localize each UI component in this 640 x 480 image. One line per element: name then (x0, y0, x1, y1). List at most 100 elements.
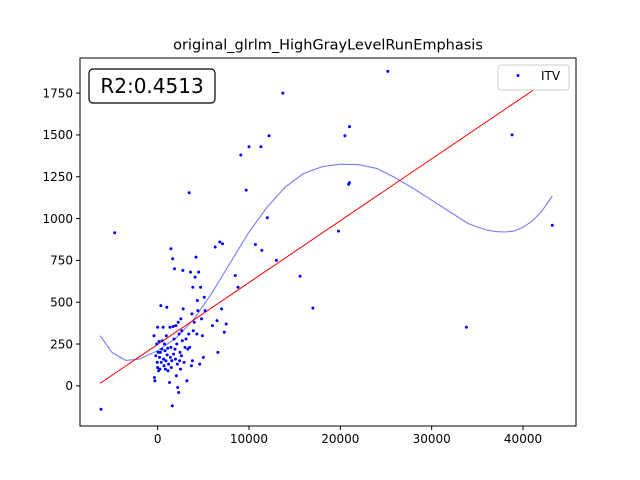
x-tick-label: 40000 (504, 432, 542, 446)
data-point (160, 347, 164, 351)
data-point (213, 245, 217, 249)
x-tick-label: 20000 (321, 432, 359, 446)
y-tick-label: 500 (50, 296, 73, 310)
data-point (239, 153, 243, 157)
data-point (247, 145, 251, 149)
data-point (233, 274, 237, 277)
data-point (162, 357, 166, 361)
y-tick-label: 750 (50, 254, 73, 268)
data-point (113, 231, 117, 235)
data-point (156, 325, 160, 329)
data-point (169, 366, 173, 369)
data-point (169, 247, 173, 251)
legend: ITV (497, 64, 570, 91)
data-point (173, 267, 176, 271)
data-point (174, 357, 177, 361)
r2-annotation-frame (88, 68, 216, 104)
data-point (175, 342, 179, 346)
data-point (177, 332, 181, 336)
data-point (200, 317, 203, 321)
data-point (200, 334, 204, 338)
y-tick-label: 1250 (42, 170, 73, 184)
data-point (221, 242, 224, 246)
plot-area-frame (79, 57, 577, 427)
data-points-layer (99, 69, 554, 411)
data-point (216, 350, 220, 354)
data-point (194, 255, 198, 259)
data-point (171, 325, 175, 328)
data-point (159, 360, 163, 364)
data-point (195, 332, 199, 336)
data-point (170, 404, 174, 408)
data-point (182, 360, 186, 364)
data-point (164, 334, 168, 338)
data-point (153, 379, 157, 383)
data-point (176, 386, 180, 389)
data-point (156, 350, 160, 354)
r2-annotation-text: R2:0.4513 (100, 74, 203, 98)
data-point (181, 307, 185, 311)
data-point (161, 325, 165, 329)
data-point (166, 346, 170, 350)
data-point (163, 367, 167, 371)
y-tick-label: 1500 (42, 128, 73, 142)
data-point (195, 299, 199, 302)
data-point (167, 362, 171, 366)
data-point (179, 367, 182, 371)
data-point (159, 304, 163, 308)
data-point (163, 349, 167, 353)
data-point (260, 248, 264, 252)
data-point (181, 268, 185, 272)
data-point (178, 359, 182, 363)
data-point (199, 285, 203, 289)
data-point (158, 367, 162, 371)
legend-frame (497, 64, 570, 91)
data-point (168, 355, 172, 359)
data-point (166, 369, 170, 373)
data-point (184, 337, 188, 341)
data-point (185, 379, 189, 383)
data-point (168, 381, 171, 384)
data-point (164, 359, 168, 363)
x-tick-label: 30000 (413, 432, 451, 446)
polynomial-curve-layer (99, 163, 553, 361)
data-point (172, 352, 176, 356)
y-tick-label: 250 (50, 337, 73, 351)
data-point (169, 345, 173, 349)
data-point (201, 355, 205, 359)
data-point (174, 324, 178, 328)
data-point (152, 376, 156, 379)
data-point (174, 374, 178, 378)
data-point (163, 342, 166, 346)
data-point (193, 275, 197, 279)
data-point (222, 330, 226, 334)
x-axis: 0 10000 20000 30000 40000 (154, 426, 542, 446)
data-point (259, 145, 263, 149)
data-point (190, 312, 194, 316)
data-point (188, 345, 192, 349)
data-point (337, 229, 340, 233)
data-point (170, 359, 174, 363)
data-point (177, 391, 181, 394)
data-point (180, 339, 184, 343)
chart-title: original_glrlm_HighGrayLevelRunEmphasis (173, 38, 483, 54)
data-point (165, 305, 169, 309)
data-point (176, 320, 180, 324)
data-point (183, 345, 187, 349)
data-point (172, 337, 176, 341)
data-point (253, 243, 257, 246)
data-point (203, 309, 207, 313)
data-point (191, 329, 195, 333)
data-point (165, 353, 169, 357)
data-point (236, 285, 240, 289)
data-point (550, 223, 554, 227)
data-point (348, 125, 351, 129)
data-point (158, 355, 161, 359)
polynomial-curve (99, 163, 553, 361)
x-tick-label: 10000 (230, 432, 268, 446)
data-point (154, 354, 158, 358)
data-point (464, 325, 468, 329)
data-point (192, 320, 196, 324)
data-point (220, 307, 224, 311)
data-point (281, 91, 285, 95)
